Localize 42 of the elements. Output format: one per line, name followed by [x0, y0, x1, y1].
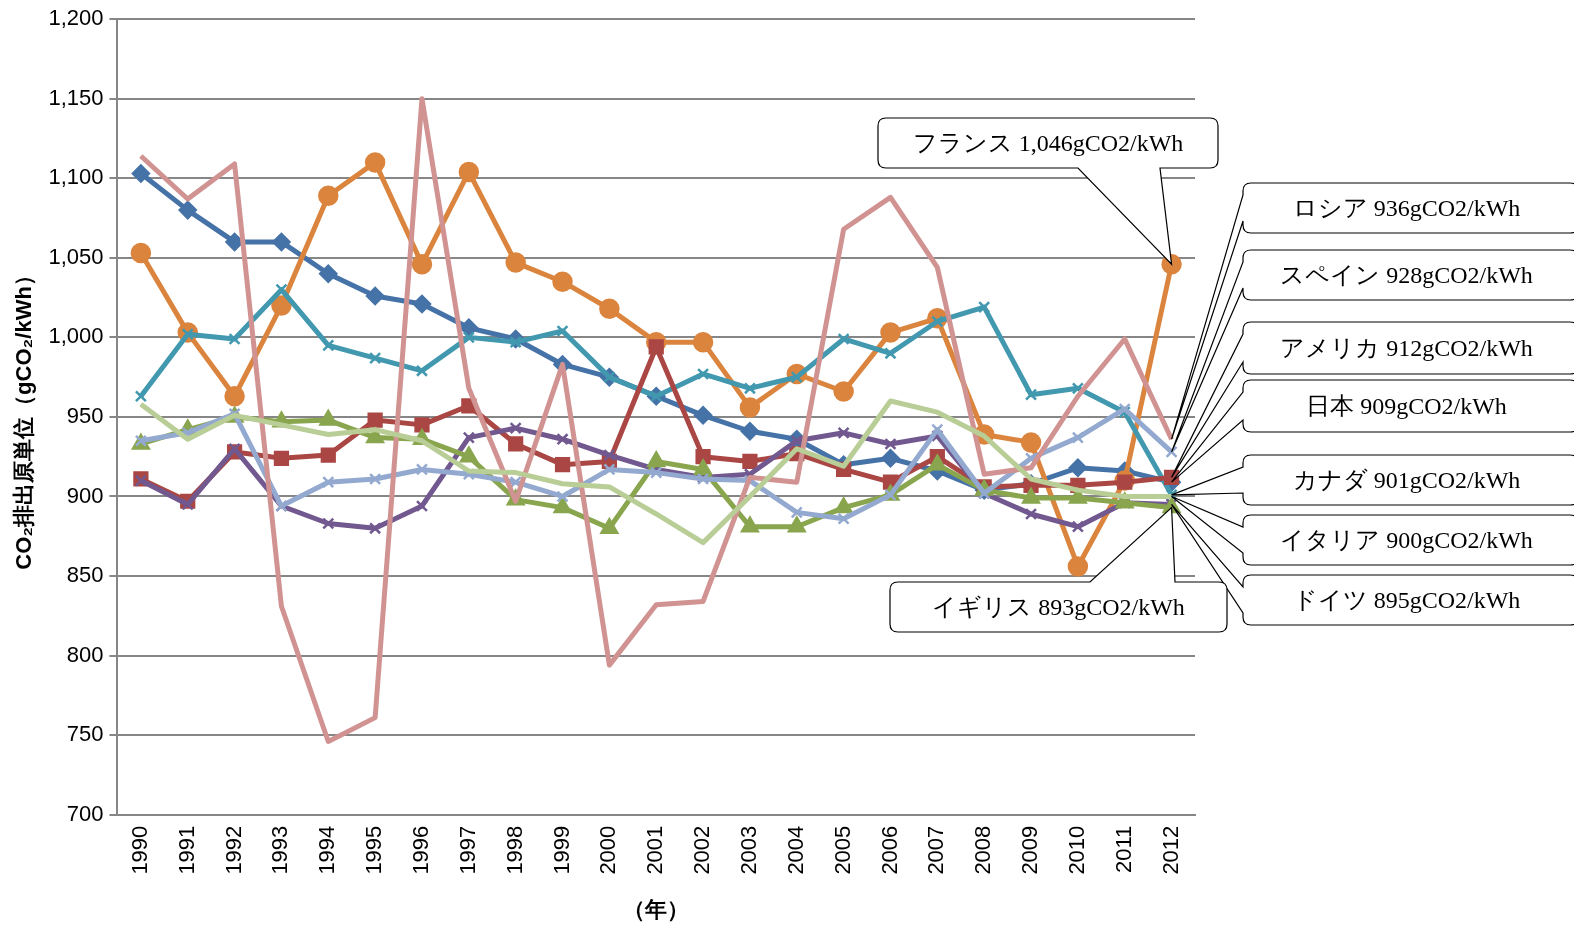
speech-bubble: カナダ 901gCO2/kWh	[1171, 454, 1574, 506]
x-tick-label: 2010	[1063, 825, 1089, 875]
x-tick-label: 1997	[454, 825, 480, 875]
x-axis-title: （年）	[623, 896, 690, 922]
speech-bubble: フランス 1,046gCO2/kWh	[877, 117, 1219, 265]
y-tick-label: 1,050	[48, 243, 104, 269]
y-tick-label: 1,200	[48, 5, 104, 31]
x-tick-label: 1992	[220, 825, 246, 875]
y-tick-label: 1,000	[48, 323, 104, 349]
y-tick-label: 700	[66, 800, 104, 826]
x-tick-label: 2009	[1017, 825, 1043, 875]
x-tick-label: 1993	[267, 825, 293, 875]
x-tick-label: 2011	[1110, 825, 1136, 873]
x-tick-label: 2002	[689, 825, 715, 875]
x-tick-label: 1995	[361, 825, 387, 875]
x-tick-label: 2005	[829, 825, 855, 875]
x-tick-label: 2003	[735, 825, 761, 875]
y-tick-label: 800	[66, 641, 104, 667]
x-tick-label: 1999	[548, 825, 574, 875]
x-tick-label: 2004	[782, 825, 808, 875]
x-tick-label: 1998	[501, 825, 527, 875]
y-tick-label: 1,100	[48, 164, 104, 190]
y-tick-label: 900	[66, 482, 104, 508]
y-axis-title: CO₂排出原単位（gCO₂/kWh）	[11, 264, 37, 570]
y-tick-label: 1,150	[48, 84, 104, 110]
x-tick-label: 1996	[408, 825, 434, 875]
speech-bubble: イタリア 900gCO2/kWh	[1171, 495, 1574, 566]
speech-bubble: イギリス 893gCO2/kWh	[889, 507, 1228, 633]
annotation: フランス 1,046gCO2/kWh	[912, 130, 1184, 156]
x-tick-label: 2000	[595, 825, 621, 875]
x-tick-label: 1994	[314, 825, 340, 875]
x-tick-label: 2001	[642, 825, 668, 875]
x-tick-label: 2008	[970, 825, 996, 875]
x-tick-label: 2007	[923, 825, 949, 875]
y-tick-label: 850	[66, 562, 104, 588]
x-tick-label: 2012	[1157, 825, 1183, 875]
x-tick-label: 1990	[126, 825, 152, 875]
y-tick-label: 750	[66, 721, 104, 747]
x-tick-label: 1991	[173, 825, 199, 875]
annotation: イギリス 893gCO2/kWh	[932, 594, 1185, 620]
x-tick-label: 2006	[876, 825, 902, 875]
y-tick-label: 950	[66, 402, 104, 428]
